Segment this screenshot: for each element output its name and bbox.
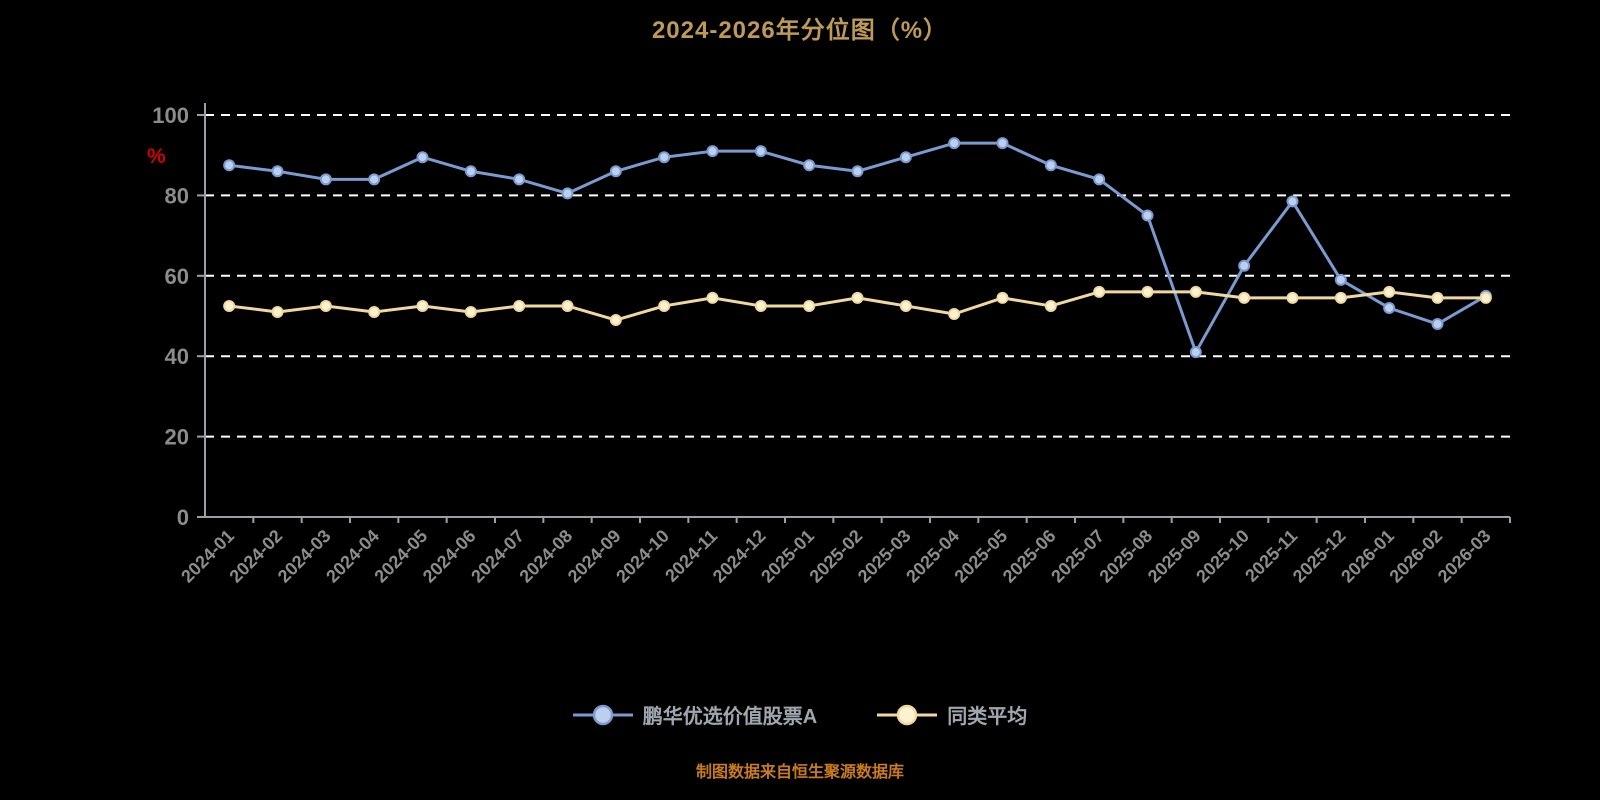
svg-text:2024-01: 2024-01	[177, 526, 238, 587]
legend-label-fund: 鹏华优选价值股票A	[642, 706, 818, 728]
svg-text:%: %	[147, 145, 166, 168]
svg-text:2026-01: 2026-01	[1337, 526, 1398, 587]
svg-text:2025-01: 2025-01	[757, 526, 818, 587]
svg-text:2025-10: 2025-10	[1192, 526, 1253, 587]
svg-text:2024-10: 2024-10	[612, 526, 673, 587]
svg-text:2025-07: 2025-07	[1047, 526, 1108, 587]
svg-text:0: 0	[177, 505, 189, 530]
percentile-line-chart: 020406080100%2024-012024-022024-032024-0…	[147, 103, 1511, 587]
svg-text:2025-02: 2025-02	[805, 526, 866, 587]
svg-text:2024-08: 2024-08	[515, 526, 576, 587]
svg-text:2024-04: 2024-04	[322, 526, 383, 587]
svg-text:2026-02: 2026-02	[1385, 526, 1446, 587]
svg-text:2024-09: 2024-09	[564, 526, 625, 587]
legend-item-fund[interactable]: 鹏华优选价值股票A	[572, 700, 818, 729]
svg-text:80: 80	[165, 183, 189, 208]
svg-text:2025-08: 2025-08	[1095, 526, 1156, 587]
legend-item-average[interactable]: 同类平均	[877, 700, 1027, 729]
svg-text:2025-09: 2025-09	[1144, 526, 1205, 587]
svg-text:2026-03: 2026-03	[1434, 526, 1495, 587]
svg-text:20: 20	[165, 425, 189, 450]
data-source-note: 制图数据来自恒生聚源数据库	[695, 764, 904, 781]
svg-text:2024-07: 2024-07	[467, 526, 528, 587]
svg-text:2025-12: 2025-12	[1289, 526, 1350, 587]
fund-series-marker	[572, 704, 633, 725]
svg-text:2024-03: 2024-03	[274, 526, 335, 587]
svg-text:40: 40	[165, 344, 189, 369]
svg-text:2024-05: 2024-05	[370, 526, 431, 587]
svg-text:2025-03: 2025-03	[854, 526, 915, 587]
svg-text:60: 60	[165, 264, 189, 289]
svg-text:2024-06: 2024-06	[419, 526, 480, 587]
svg-text:2025-06: 2025-06	[999, 526, 1060, 587]
svg-text:100: 100	[152, 103, 189, 128]
chart-title: 2024-2026年分位图（%）	[651, 17, 949, 44]
legend-label-average: 同类平均	[947, 706, 1028, 728]
svg-text:2024-02: 2024-02	[225, 526, 286, 587]
average-series-marker	[877, 704, 938, 725]
chart-legend: 鹏华优选价值股票A 同类平均	[0, 700, 1600, 729]
svg-text:2024-12: 2024-12	[709, 526, 770, 587]
svg-text:2025-05: 2025-05	[950, 526, 1011, 587]
svg-text:2025-04: 2025-04	[902, 526, 963, 587]
